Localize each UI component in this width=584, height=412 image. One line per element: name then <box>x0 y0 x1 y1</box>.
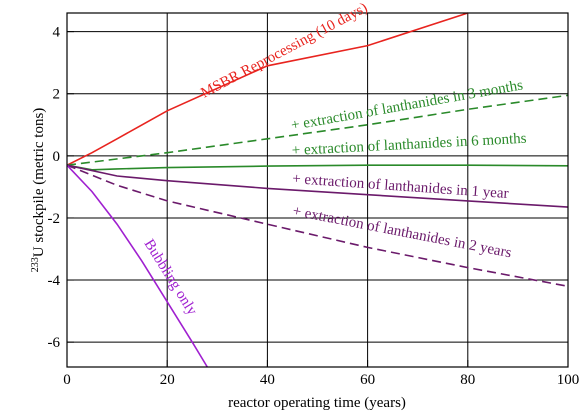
x-tick-label: 20 <box>160 372 175 388</box>
axis-ticks <box>66 31 569 367</box>
y-axis-label: 233U stockpile (metric tons) <box>30 108 47 273</box>
y-tick-label: -2 <box>48 211 61 227</box>
series-line-2 <box>66 164 569 171</box>
series-line-0 <box>66 12 469 166</box>
y-tick-label: 2 <box>53 87 61 103</box>
x-tick-label: 80 <box>460 372 475 388</box>
tick-labels: 0 20 40 60 80 100 -6 -4 -2 0 2 4 <box>48 25 580 388</box>
series-label-2: + extraction of lanthanides in 6 months <box>291 131 527 159</box>
series-line-3 <box>66 164 569 208</box>
x-axis-label: reactor operating time (years) <box>228 395 406 411</box>
plot-frame <box>66 12 569 368</box>
x-tick-label: 100 <box>557 372 580 388</box>
y-tick-label: -4 <box>48 273 61 289</box>
series-line-4 <box>66 164 569 288</box>
x-tick-label: 60 <box>360 372 375 388</box>
x-tick-label: 0 <box>63 372 71 388</box>
y-tick-label: 4 <box>53 25 61 41</box>
annotations: MSBR Reprocessing (10 days)+ extraction … <box>141 0 528 319</box>
y-axis-label-main: U stockpile (metric tons) <box>31 108 47 258</box>
y-tick-label: -6 <box>48 335 61 351</box>
y-tick-label: 0 <box>53 149 61 165</box>
x-tick-label: 40 <box>260 372 275 388</box>
series-line-5 <box>66 164 208 368</box>
series-line-1 <box>66 94 569 166</box>
grid <box>67 13 568 367</box>
series-layer <box>66 12 569 368</box>
y-axis-label-superscript: 233 <box>30 257 41 272</box>
series-label-4: + extraction of lanthanides in 2 years <box>291 203 513 261</box>
